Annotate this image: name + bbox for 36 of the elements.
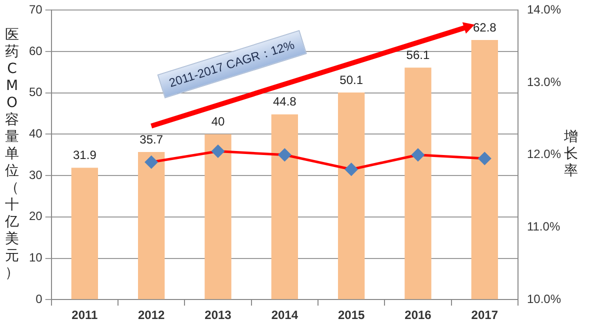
data-label: 31.9 — [73, 148, 97, 162]
x-tick-label: 2017 — [471, 308, 498, 322]
x-tick-label: 2012 — [138, 308, 166, 322]
data-label: 62.8 — [472, 20, 497, 34]
x-tick-label: 2016 — [404, 308, 432, 322]
x-tick-label: 2013 — [204, 308, 232, 322]
x-tick-label: 2011 — [72, 308, 98, 322]
text: 医药CMO容量单位（十亿美元） — [5, 27, 19, 282]
y2-tick-label: 13.0% — [526, 74, 562, 89]
bar — [71, 168, 98, 300]
data-label: 40 — [211, 114, 225, 129]
data-label: 56.1 — [406, 48, 430, 62]
x-tick-label: 2015 — [338, 308, 365, 322]
y2-tick-label: 11.0% — [526, 220, 560, 234]
bar — [338, 92, 365, 300]
data-label: 44.8 — [272, 94, 297, 109]
y-tick-label: 20 — [28, 209, 43, 224]
y2-tick-label: 12.0% — [526, 147, 562, 162]
y-tick-label: 60 — [28, 44, 43, 58]
y-tick-label: 30 — [28, 168, 43, 182]
bar — [138, 152, 165, 300]
bar — [204, 134, 232, 300]
y-tick-label: 40 — [28, 126, 43, 141]
y2-tick-label: 10.0% — [526, 292, 562, 306]
data-label: 50.1 — [340, 72, 364, 87]
bar — [271, 114, 298, 300]
y2-tick-label: 14.0% — [526, 2, 562, 17]
y-tick-label: 10 — [28, 250, 43, 265]
bar — [404, 68, 432, 300]
data-label: 35.7 — [140, 132, 164, 146]
bar — [471, 40, 498, 300]
x-tick-label: 2014 — [271, 308, 298, 322]
y2-axis-title: 增长率 — [562, 129, 579, 180]
y-tick-label: 70 — [28, 2, 43, 17]
y-tick-label: 50 — [28, 85, 43, 100]
y-tick-label: 0 — [36, 292, 43, 306]
